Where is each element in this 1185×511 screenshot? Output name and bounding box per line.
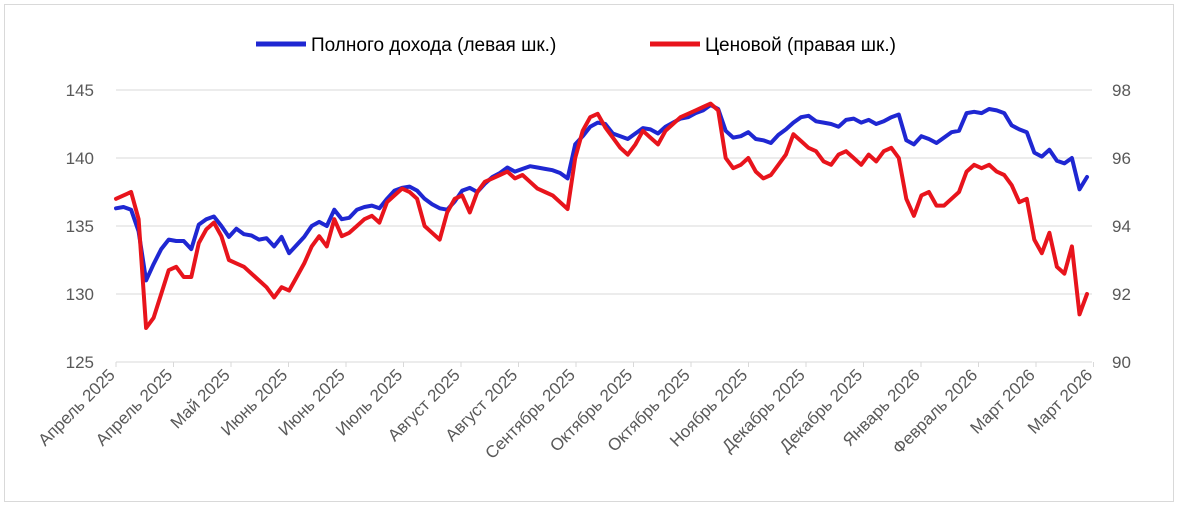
y-axis-right: 90 92 94 96 98 [1112,81,1131,372]
legend-item-total-return: Полного дохода (левая шк.) [256,35,556,56]
legend-label-price: Ценовой (правая шк.) [705,35,896,56]
legend-label-total-return: Полного дохода (левая шк.) [311,35,556,56]
y-left-tick-label: 140 [66,149,94,168]
chart-frame [4,4,1174,502]
series-line-total-return [114,103,1089,283]
y-axis-left: 125 130 135 140 145 [66,81,94,372]
series-lines [114,101,1089,330]
legend-item-price: Ценовой (правая шк.) [650,35,896,56]
series-line-price [114,101,1089,330]
y-left-tick-label: 145 [66,81,94,100]
y-left-tick-label: 130 [66,285,94,304]
y-right-tick-label: 98 [1112,81,1131,100]
y-left-tick-label: 135 [66,217,94,236]
y-right-tick-label: 90 [1112,353,1131,372]
y-right-tick-label: 92 [1112,285,1131,304]
gridlines [116,89,1092,363]
legend: Полного дохода (левая шк.) Ценовой (прав… [256,35,896,56]
y-right-tick-label: 96 [1112,149,1131,168]
y-right-tick-label: 94 [1112,217,1131,236]
y-left-tick-label: 125 [66,353,94,372]
